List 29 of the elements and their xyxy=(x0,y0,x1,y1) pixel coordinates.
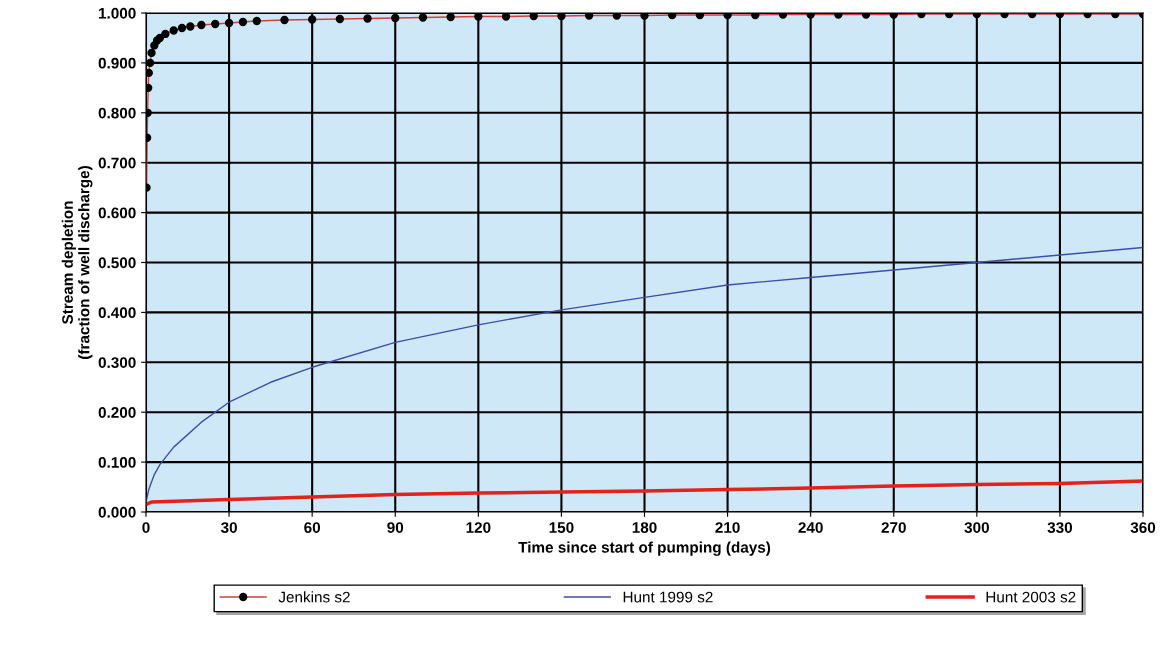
y-tick-label: 0.100 xyxy=(98,456,136,468)
x-tick-label: 300 xyxy=(964,522,989,533)
y-tick-label: 0.000 xyxy=(98,506,136,518)
y-tick-label: 0.600 xyxy=(98,207,136,219)
x-tick-label: 120 xyxy=(466,522,491,533)
legend-label: Hunt 2003 s2 xyxy=(986,591,1076,603)
y-tick-label: 0.700 xyxy=(98,157,136,169)
x-tick-label: 270 xyxy=(881,522,906,533)
x-tick-label: 90 xyxy=(387,522,404,533)
x-tick-label: 360 xyxy=(1130,522,1156,533)
y-tick-label: 0.300 xyxy=(98,357,136,369)
legend-label: Jenkins s2 xyxy=(278,591,350,603)
x-tick-label: 180 xyxy=(632,522,657,533)
x-tick-label: 150 xyxy=(549,522,574,533)
y-tick-label: 0.500 xyxy=(98,257,136,269)
x-axis-title: Time since start of pumping (days) xyxy=(518,541,771,556)
x-tick-label: 330 xyxy=(1047,522,1073,533)
y-tick-label: 0.400 xyxy=(98,307,136,319)
y-tick-label: 0.200 xyxy=(98,407,136,418)
y-tick-label: 0.800 xyxy=(98,107,136,119)
x-tick-label: 30 xyxy=(220,522,237,533)
x-tick-label: 210 xyxy=(715,522,740,533)
x-tick-label: 0 xyxy=(142,522,150,533)
y-tick-label: 0.900 xyxy=(98,57,136,69)
y-axis-title: Stream depletion (fraction of well discharge) xyxy=(61,166,93,359)
legend-label: Hunt 1999 s2 xyxy=(623,591,713,603)
x-tick-label: 240 xyxy=(798,522,823,533)
y-tick-label: 1.000 xyxy=(99,7,136,19)
x-tick-label: 60 xyxy=(304,522,321,533)
